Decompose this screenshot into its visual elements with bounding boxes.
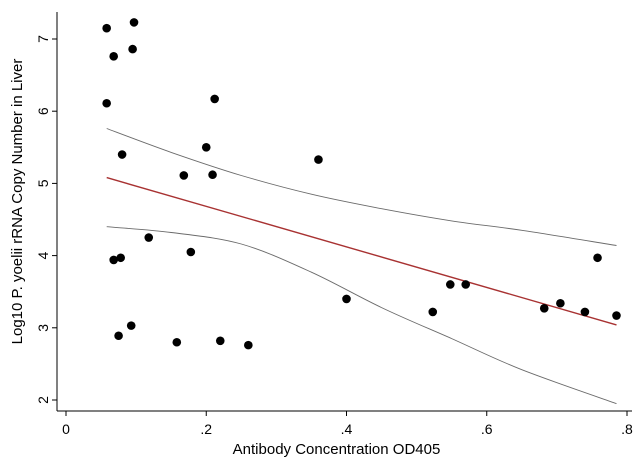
y-tick-label: 4	[35, 251, 51, 259]
data-point	[580, 307, 590, 317]
data-point	[144, 233, 154, 242]
y-tick-label: 5	[35, 179, 51, 187]
x-tick-label: .8	[621, 421, 633, 437]
data-point	[201, 143, 211, 152]
axes	[56, 12, 632, 412]
data-point	[210, 94, 219, 104]
data-point	[461, 280, 471, 289]
data-point	[539, 304, 549, 313]
data-point	[428, 307, 438, 317]
x-tick-label: .4	[341, 421, 353, 437]
data-point	[172, 337, 182, 347]
data-point	[445, 280, 455, 289]
data-point	[612, 311, 621, 320]
data-point	[342, 294, 351, 304]
data-point	[102, 23, 111, 33]
y-axis-ticks: 2 3 4 5 6 7	[35, 35, 57, 404]
data-points	[102, 18, 621, 350]
x-axis-ticks: 0 .2 .4 .6 .8	[62, 411, 633, 437]
x-tick-label: .6	[481, 421, 493, 437]
data-point	[186, 247, 196, 257]
data-point	[114, 331, 123, 341]
data-point	[179, 171, 189, 180]
confidence-interval	[106, 128, 617, 405]
y-tick-label: 7	[35, 35, 51, 43]
data-point	[215, 336, 225, 346]
x-tick-label: 0	[62, 421, 70, 437]
data-point	[314, 155, 323, 164]
data-point	[129, 18, 139, 27]
y-tick-label: 2	[35, 396, 51, 404]
data-point	[208, 170, 217, 180]
fit-line	[106, 176, 617, 326]
data-point	[116, 253, 125, 263]
data-point	[109, 52, 118, 61]
y-tick-label: 6	[35, 107, 51, 115]
x-tick-label: .2	[200, 421, 212, 437]
ci-upper-line	[106, 128, 617, 246]
data-point	[128, 44, 137, 54]
fit-line-group	[106, 176, 617, 326]
data-point	[244, 340, 253, 350]
data-point	[126, 321, 136, 330]
data-point	[593, 253, 602, 263]
y-axis-title: Log10 P. yoelii rRNA Copy Number in Live…	[9, 59, 26, 345]
ci-lower-line	[106, 226, 617, 405]
data-point	[109, 255, 118, 265]
data-point	[556, 298, 565, 308]
data-point	[102, 98, 111, 108]
data-point	[117, 150, 127, 159]
y-tick-label: 3	[35, 324, 51, 332]
x-axis-title: Antibody Concentration OD405	[233, 441, 441, 458]
